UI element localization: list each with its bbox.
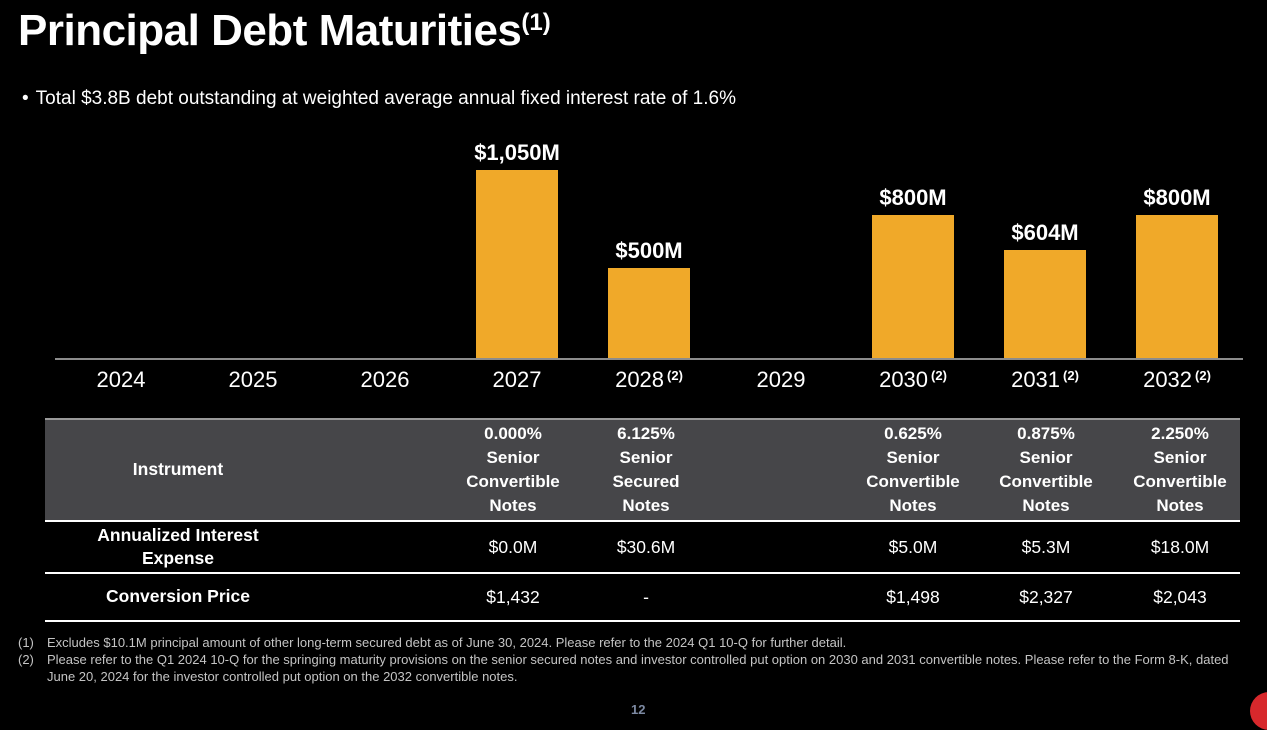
footnote-1: (1) Excludes $10.1M principal amount of … bbox=[18, 634, 1251, 651]
x-axis-label-2029: 2029 bbox=[715, 367, 847, 393]
interest-expense-value-2032: $18.0M bbox=[1150, 536, 1210, 557]
bar-2027 bbox=[476, 170, 558, 358]
conversion-price-value-2032: $2,043 bbox=[1153, 586, 1207, 607]
instrument-header-2030: 0.625% Senior Convertible Notes bbox=[866, 424, 960, 515]
x-axis-year-2026: 2026 bbox=[360, 367, 410, 392]
bullet-marker: • bbox=[22, 88, 29, 109]
footnote-1-number: (1) bbox=[18, 635, 34, 650]
conversion-price-value-2027: $1,432 bbox=[486, 586, 540, 607]
x-axis-label-2032: 2032 (2) bbox=[1111, 367, 1243, 393]
footnotes: (1) Excludes $10.1M principal amount of … bbox=[18, 634, 1251, 685]
bar-value-label-2030: $800M bbox=[879, 185, 947, 210]
chart-column-2032: $800M bbox=[1111, 185, 1243, 358]
conversion-price-value-2031: $2,327 bbox=[1019, 586, 1073, 607]
bar-value-label-2032: $800M bbox=[1143, 185, 1211, 210]
interest-expense-value-2030: $5.0M bbox=[888, 536, 938, 557]
x-axis-label-2030: 2030 (2) bbox=[847, 367, 979, 393]
x-axis-label-2024: 2024 bbox=[55, 367, 187, 393]
page-title: Principal Debt Maturities(1) bbox=[18, 6, 551, 56]
x-axis-year-2032: 2032 bbox=[1143, 367, 1193, 392]
instrument-header-2032: 2.250% Senior Convertible Notes bbox=[1133, 424, 1227, 515]
x-axis-label-2031: 2031 (2) bbox=[979, 367, 1111, 393]
summary-bullet-text: Total $3.8B debt outstanding at weighted… bbox=[35, 88, 736, 109]
x-axis-footnote-mark-2031: (2) bbox=[1063, 368, 1079, 383]
x-axis-footnote-mark-2030: (2) bbox=[931, 368, 947, 383]
x-axis-footnote-mark-2028: (2) bbox=[667, 368, 683, 383]
instrument-header-2031: 0.875% Senior Convertible Notes bbox=[999, 424, 1093, 515]
footnote-2-text: Please refer to the Q1 2024 10-Q for the… bbox=[47, 652, 1229, 684]
bar-2031 bbox=[1004, 250, 1086, 358]
instrument-header-2028: 6.125% Senior Secured Notes bbox=[612, 424, 680, 515]
instrument-header-2027: 0.000% Senior Convertible Notes bbox=[466, 424, 560, 515]
bar-value-label-2028: $500M bbox=[615, 238, 683, 263]
table-row-conversion-price: Conversion Price $1,432 - $1,498 $2,327 $2,04… bbox=[45, 574, 1240, 622]
chart-x-axis-labels: 2024 2025 2026 2027 2028 (2) 2029 2030 (2) 2031 (2… bbox=[55, 367, 1243, 393]
chart-column-2028: $500M bbox=[583, 238, 715, 358]
interest-expense-value-2027: $0.0M bbox=[488, 536, 538, 557]
footnote-2-number: (2) bbox=[18, 652, 34, 667]
x-axis-year-2024: 2024 bbox=[96, 367, 146, 392]
x-axis-year-2029: 2029 bbox=[756, 367, 806, 392]
interest-expense-value-2028: $30.6M bbox=[616, 536, 676, 557]
page-title-text: Principal Debt Maturities bbox=[18, 6, 522, 55]
debt-instruments-table: Instrument 0.000% Senior Convertible Note… bbox=[45, 418, 1240, 622]
chart-column-2027: $1,050M bbox=[451, 140, 583, 358]
x-axis-year-2025: 2025 bbox=[228, 367, 278, 392]
bar-2030 bbox=[872, 215, 954, 358]
title-footnote-mark: (1) bbox=[521, 9, 551, 36]
x-axis-footnote-mark-2032: (2) bbox=[1195, 368, 1211, 383]
table-row-annualized-interest-expense: Annualized Interest Expense $0.0M $30.6M $5… bbox=[45, 522, 1240, 574]
conversion-price-value-2030: $1,498 bbox=[886, 586, 940, 607]
conversion-price-value-2028: - bbox=[643, 586, 649, 607]
bar-2028 bbox=[608, 268, 690, 358]
chart-column-2031: $604M bbox=[979, 220, 1111, 358]
x-axis-year-2030: 2030 bbox=[879, 367, 929, 392]
row-label-conversion-price: Conversion Price bbox=[106, 586, 250, 607]
table-header-label: Instrument bbox=[132, 459, 224, 480]
footnote-2: (2) Please refer to the Q1 2024 10-Q for… bbox=[18, 651, 1251, 685]
footnote-1-text: Excludes $10.1M principal amount of othe… bbox=[47, 635, 847, 650]
company-logo-icon bbox=[1250, 692, 1267, 730]
x-axis-year-2027: 2027 bbox=[492, 367, 542, 392]
debt-maturities-bar-chart: $1,050M $500M $800M $604M $800M 2024 2025 2026… bbox=[55, 140, 1243, 393]
row-label-annualized-interest-expense: Annualized Interest Expense bbox=[97, 524, 259, 568]
x-axis-label-2027: 2027 bbox=[451, 367, 583, 393]
bar-value-label-2031: $604M bbox=[1011, 220, 1079, 245]
bar-value-label-2027: $1,050M bbox=[474, 140, 560, 165]
x-axis-year-2028: 2028 bbox=[615, 367, 665, 392]
x-axis-label-2026: 2026 bbox=[319, 367, 451, 393]
bar-2032 bbox=[1136, 215, 1218, 358]
x-axis-label-2028: 2028 (2) bbox=[583, 367, 715, 393]
interest-expense-value-2031: $5.3M bbox=[1021, 536, 1071, 557]
chart-plot-area: $1,050M $500M $800M $604M $800M bbox=[55, 140, 1243, 360]
page-number: 12 bbox=[631, 702, 646, 717]
x-axis-label-2025: 2025 bbox=[187, 367, 319, 393]
summary-bullet: • Total $3.8B debt outstanding at weighte… bbox=[22, 88, 736, 110]
chart-column-2030: $800M bbox=[847, 185, 979, 358]
table-header-row: Instrument 0.000% Senior Convertible Note… bbox=[45, 418, 1240, 522]
x-axis-year-2031: 2031 bbox=[1011, 367, 1061, 392]
